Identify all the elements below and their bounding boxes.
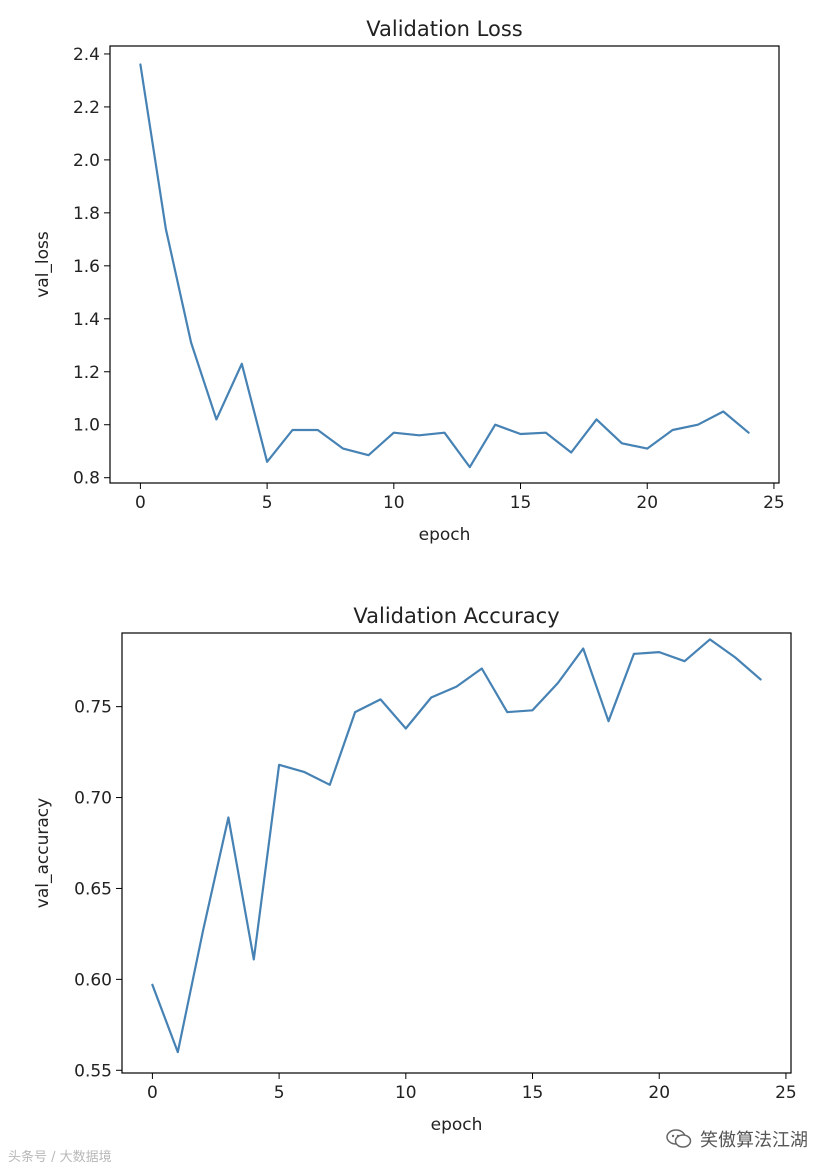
y-tick-label: 2.4 [73,45,100,65]
y-tick-label: 1.0 [73,416,100,436]
watermark-right: 笑傲算法江湖 [666,1126,808,1152]
series-line [151,638,762,1054]
y-tick-label: 0.70 [74,789,112,809]
y-tick-label: 0.55 [74,1061,112,1081]
watermark-left: 头条号 / 大数据境 [8,1146,112,1165]
axes-frame [121,632,792,1074]
x-tick-label: 5 [262,493,273,513]
x-tick-label: 15 [510,493,532,513]
y-axis-label: val_accuracy [33,798,53,908]
axes-frame [109,45,780,484]
watermark-left-text: 头条号 / 大数据境 [8,1150,112,1165]
y-tick-label: 1.6 [73,257,100,277]
chart-panel-1: 0 5 10 15 20 25 0.8 1.0 1.2 1.4 1.6 1.8 2.0 2.2 2.4 Val… [33,17,785,545]
wechat-icon [666,1128,692,1150]
x-tick-label: 10 [383,493,405,513]
x-tick-label: 20 [636,493,658,513]
watermark-right-text: 笑傲算法江湖 [700,1130,808,1151]
x-axis-label: epoch [431,1115,483,1135]
x-tick-label: 0 [147,1083,158,1103]
x-tick-label: 25 [763,493,785,513]
y-tick-label: 0.60 [74,970,112,990]
chart-title: Validation Loss [366,17,522,41]
series-line [139,63,750,469]
y-axis-label: val_loss [33,231,53,298]
y-tick-label: 1.2 [73,363,100,383]
x-tick-label: 20 [648,1083,670,1103]
x-tick-label: 0 [135,493,146,513]
x-tick-label: 10 [395,1083,417,1103]
y-tick-label: 1.8 [73,204,100,224]
x-axis-label: epoch [419,525,471,545]
x-tick-label: 5 [274,1083,285,1103]
y-tick-label: 2.2 [73,98,100,118]
y-tick-label: 0.8 [73,469,100,489]
x-tick-label: 15 [522,1083,544,1103]
y-tick-label: 0.65 [74,879,112,899]
chart-panel-2: 0 5 10 15 20 25 0.55 0.60 0.65 0.70 0.75 Validation… [33,604,797,1135]
y-tick-label: 1.4 [73,310,100,330]
x-tick-label: 25 [775,1083,797,1103]
y-tick-label: 2.0 [73,151,100,171]
chart-title: Validation Accuracy [353,604,559,628]
y-tick-label: 0.75 [74,698,112,718]
